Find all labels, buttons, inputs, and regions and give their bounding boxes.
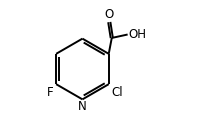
Text: OH: OH — [129, 28, 147, 41]
Text: F: F — [47, 86, 54, 99]
Text: Cl: Cl — [111, 86, 123, 99]
Text: N: N — [78, 100, 87, 113]
Text: O: O — [105, 8, 114, 21]
